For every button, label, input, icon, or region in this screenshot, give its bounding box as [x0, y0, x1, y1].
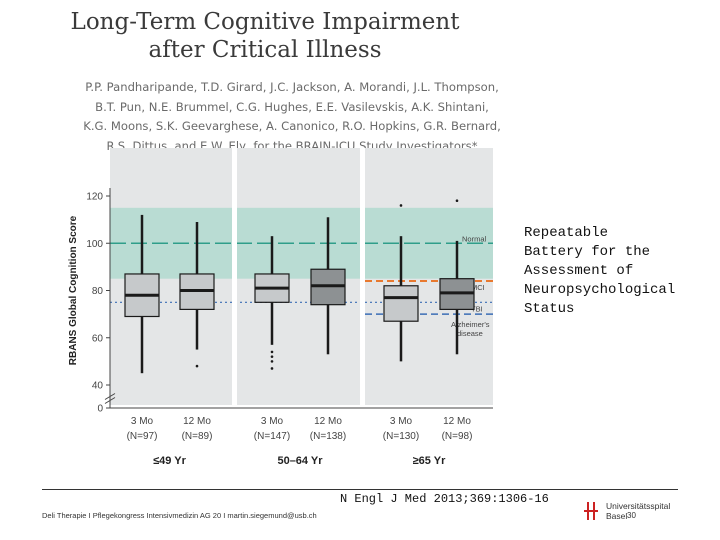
outlier-point [270, 360, 274, 363]
box-n-label: (N=138) [310, 431, 346, 442]
page-number: 30 [627, 511, 636, 520]
age-group-label: 50–64 Yr [277, 455, 323, 467]
slide-title-line-1: Long-Term Cognitive Impairment [70, 9, 460, 35]
iqr-box [383, 285, 419, 322]
box-n-label: (N=97) [127, 431, 158, 442]
author-line: K.G. Moons, S.K. Geevarghese, A. Canonic… [83, 119, 501, 133]
note-line: Neuropsychological [524, 282, 676, 298]
note-line: Status [524, 301, 575, 317]
outlier-point [399, 204, 403, 207]
y-tick-label: 60 [92, 333, 104, 344]
y-tick-label: 80 [92, 286, 104, 297]
panel-separator [360, 148, 365, 405]
box-time-label: 3 Mo [131, 416, 154, 427]
outlier-point [270, 355, 274, 358]
alzheimers-line-label-2: disease [457, 329, 483, 338]
author-line: B.T. Pun, N.E. Brummel, C.G. Hughes, E.E… [95, 99, 489, 114]
alzheimers-line-label: Alzheimer's [451, 320, 490, 329]
box-time-label: 12 Mo [443, 416, 471, 427]
box-time-label: 12 Mo [314, 416, 342, 427]
box-n-label: (N=130) [383, 431, 419, 442]
box-n-label: (N=89) [182, 431, 213, 442]
outlier-point [195, 364, 199, 368]
y-tick-label: 120 [86, 192, 103, 203]
journal-citation: N Engl J Med 2013;369:1306-16 [340, 492, 549, 506]
y-axis-title: RBANS Global Cognition Score [68, 215, 79, 365]
author-line: P.P. Pandharipande, T.D. Girard, J.C. Ja… [85, 80, 499, 94]
author-list: P.P. Pandharipande, T.D. Girard, J.C. Ja… [72, 78, 512, 156]
outlier-point [455, 199, 459, 203]
normal-range-band [110, 207, 232, 279]
mci-line-label: MCI [471, 283, 485, 292]
box-time-label: 12 Mo [183, 416, 211, 427]
axis-break-mark [104, 397, 116, 404]
box-time-label: 3 Mo [390, 416, 413, 427]
note-line: Repeatable [524, 225, 609, 241]
box-n-label: (N=98) [442, 431, 473, 442]
age-group-label: ≤49 Yr [153, 455, 186, 467]
outlier-point [270, 367, 274, 370]
logo-line-1: Universitätsspital [606, 501, 671, 511]
note-line: Assessment of [524, 263, 634, 279]
outlier-point [270, 350, 274, 354]
normal-line-label: Normal [462, 234, 487, 243]
logo-line-2: Basel [606, 511, 628, 521]
logo-wordmark: Universitätsspital Basel [606, 501, 670, 521]
y-tick-label: 0 [97, 404, 103, 415]
age-group-label: ≥65 Yr [413, 455, 446, 467]
box-n-label: (N=147) [254, 431, 290, 442]
hospital-cross-icon [584, 502, 600, 520]
axis-break-mark [104, 393, 116, 400]
slide-title-line-2: after Critical Illness [148, 37, 382, 63]
box-time-label: 3 Mo [261, 416, 284, 427]
university-hospital-logo: Universitätsspital Basel [584, 500, 680, 526]
y-tick-label: 40 [92, 381, 104, 392]
panel-separator [232, 148, 237, 405]
note-line: Battery for the [524, 244, 651, 260]
tbi-line-label: TBI [471, 304, 483, 313]
rbans-definition-note: Repeatable Battery for the Assessment of… [524, 224, 714, 319]
footer-divider [42, 489, 678, 490]
y-tick-label: 100 [86, 239, 103, 250]
footer-text: Deli Therapie I Pflegekongress Intensivm… [42, 511, 317, 520]
